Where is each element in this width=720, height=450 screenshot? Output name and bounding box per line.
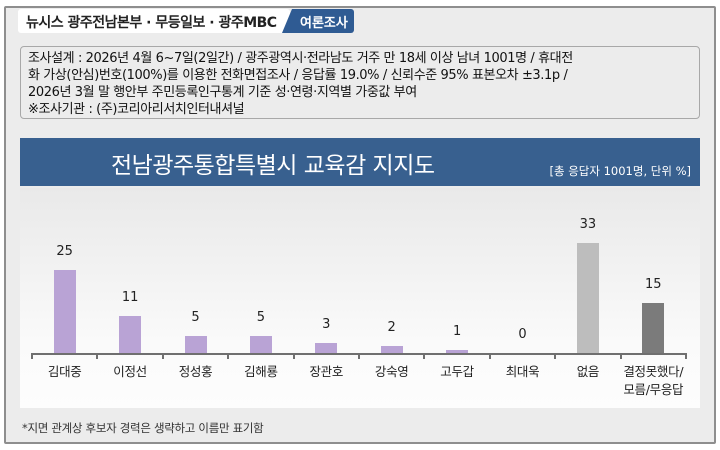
bar (642, 303, 665, 353)
bar (576, 243, 599, 353)
category-label: 없음 (576, 364, 600, 379)
category-label: 결정못했다/모름/무응답 (623, 364, 684, 397)
footnote: *지면 관계상 후보자 경력은 생략하고 이름만 표기함 (22, 421, 264, 435)
bar-value-label: 1 (452, 324, 462, 339)
category-label: 정성홍 (178, 364, 213, 379)
category-label: 강숙영 (374, 364, 409, 379)
bar (315, 343, 338, 353)
bar-value-label: 25 (56, 244, 73, 259)
chart-title-bar: 전남광주통합특별시 교육감 지지도 [총 응답자 1001명, 단위 %] (20, 138, 700, 186)
x-axis-tick (31, 353, 33, 359)
category-label: 김대중 (47, 364, 82, 379)
bar (184, 336, 207, 353)
x-axis-tick (554, 353, 557, 359)
bar-value-label: 15 (645, 277, 662, 292)
x-axis-tick (423, 353, 426, 359)
category-label: 최대욱 (505, 364, 540, 379)
poll-badge: 여론조사 (282, 9, 354, 33)
bar (119, 316, 142, 353)
header-sources-text: 뉴시스 광주전남본부 · 무등일보 · 광주MBC (26, 15, 277, 31)
x-axis-tick (227, 353, 230, 359)
x-axis-tick (358, 353, 360, 359)
poll-badge-text: 여론조사 (300, 16, 348, 31)
bar-value-label: 33 (579, 217, 597, 232)
bar-value-label: 5 (256, 310, 266, 325)
bar-value-label: 5 (191, 310, 200, 325)
bar-value-label: 3 (322, 317, 331, 332)
header-source: 뉴시스 광주전남본부 · 무등일보 · 광주MBC (18, 9, 290, 33)
chart-title: 전남광주통합특별시 교육감 지지도 (111, 153, 435, 179)
survey-info-line: 화 가상(안심)번호(100%)를 이용한 전화면접조사 / 응답률 19.0%… (28, 68, 568, 83)
bar-value-label: 0 (518, 327, 527, 342)
x-axis-tick (619, 353, 622, 359)
category-label: 김해룡 (244, 364, 278, 379)
survey-info-line: 조사설계 : 2026년 4월 6~7일(2일간) / 광주광역시·전라남도 거… (28, 51, 573, 66)
chart-unit-note: [총 응답자 1001명, 단위 %] (549, 164, 691, 178)
bar (446, 350, 469, 353)
x-axis-tick (685, 353, 687, 359)
bar (380, 346, 403, 353)
survey-info-box: 조사설계 : 2026년 4월 6~7일(2일간) / 광주광역시·전라남도 거… (20, 46, 700, 119)
category-label: 장관호 (309, 364, 344, 379)
x-axis-tick (96, 353, 99, 359)
x-axis-tick (488, 353, 491, 359)
bar-value-label: 11 (121, 290, 139, 305)
survey-info-line: ※조사기관 : (주)코리아리서치인터내셔널 (28, 102, 245, 117)
survey-info-line: 2026년 3월 말 행안부 주민등록인구통계 기준 성·연령·지역별 가중값 … (28, 85, 417, 100)
x-axis-tick (292, 353, 295, 359)
category-label: 고두갑 (440, 364, 474, 379)
bar (249, 336, 272, 353)
category-label: 이정선 (113, 364, 147, 379)
bar (53, 270, 76, 353)
plot-area: 25 김대중 11 이정선 5 정성홍 5 김해룡 3 장관호 2 강숙영 1 고두갑 0 최대욱 33 없음 15… (20, 188, 700, 408)
bar-value-label: 2 (387, 320, 396, 335)
x-axis-tick (161, 353, 164, 359)
